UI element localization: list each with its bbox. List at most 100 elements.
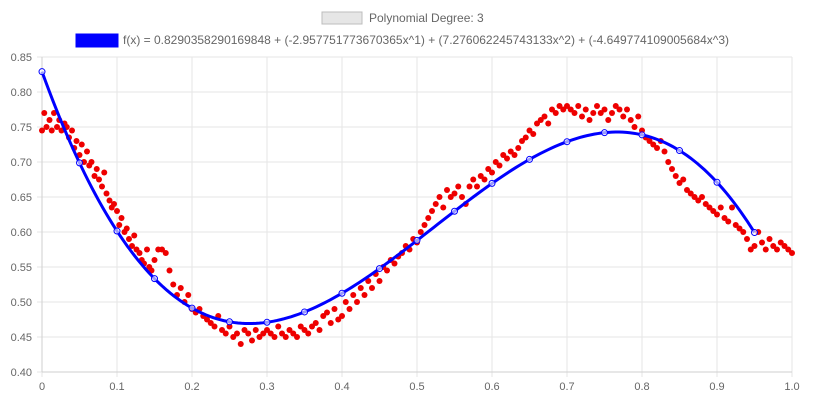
tick-labels: 0 0.1 0.2 0.3 0.4 0.5 0.6 0.7 0.8 0.9 1.0 0.40 0.45 0… [11,52,800,393]
data-point [207,320,214,326]
data-point [624,106,630,113]
y-tick-label: 0.45 [11,332,32,344]
fit-marker [338,289,346,297]
data-point [684,187,690,193]
data-point [249,337,255,344]
data-point [185,292,192,298]
fit-marker [751,229,758,237]
data-point [252,327,259,333]
fit-marker [638,131,646,139]
legend-label-degree: Polynomial Degree: 3 [369,11,484,25]
data-point [357,285,364,291]
data-point [612,103,619,109]
data-point [237,341,244,347]
data-point [676,180,683,186]
data-point [327,320,334,326]
data-point [470,176,477,183]
data-point [131,232,138,239]
data-point [294,334,300,340]
data-point [335,316,342,323]
y-tick-label: 0.40 [11,367,32,379]
fit-marker [263,318,271,326]
data-point [594,103,600,109]
data-point [579,113,585,120]
data-point [691,194,698,200]
data-point [106,197,113,204]
data-point [556,103,563,109]
fit-marker [151,275,158,283]
data-point [631,124,638,130]
data-point [762,246,769,253]
data-point [455,183,462,190]
data-point [654,145,660,151]
data-point [605,117,612,123]
data-point [260,330,267,337]
data-point [301,327,308,333]
data-point [234,330,240,337]
data-point [444,187,450,193]
data-point [267,330,274,337]
data-point [417,229,424,235]
legend: Polynomial Degree: 3 f(x) = 0.82903582901… [75,11,729,48]
fit-marker [451,207,458,215]
y-tick-label: 0.60 [11,227,32,239]
fit-marker [676,147,683,155]
data-point [54,124,60,130]
data-point [729,204,735,211]
data-point [552,110,559,116]
data-point [230,334,237,340]
data-point [69,127,75,134]
data-point [78,141,85,148]
data-point [785,246,792,253]
data-point [447,194,454,200]
data-point [680,176,687,183]
x-tick-label: 1.0 [784,381,799,393]
data-point [601,106,608,113]
data-point [777,239,784,246]
x-tick-label: 0.7 [559,381,574,393]
x-tick-label: 0.8 [634,381,649,393]
data-point [93,166,100,172]
data-point [661,148,668,155]
data-point [275,323,282,330]
data-point [725,218,732,225]
data-point [365,278,372,284]
data-point [170,281,177,288]
data-point [620,113,627,120]
data-point [99,183,105,190]
data-point [564,103,570,109]
data-point [346,306,353,312]
data-point [650,141,657,148]
data-point [39,127,45,134]
x-tick-label: 0.1 [109,381,124,393]
x-tick-label: 0.3 [259,381,274,393]
data-point [282,334,289,340]
legend-swatch-fit [75,33,119,48]
fit-marker [526,155,533,163]
data-point [609,110,615,116]
data-point [162,250,169,256]
data-point [732,222,739,228]
data-point [744,236,750,242]
fit-marker [563,138,571,146]
data-point [695,197,702,204]
data-point [73,138,80,144]
data-point [96,176,102,183]
data-point [103,190,110,197]
data-point [474,183,480,190]
data-point [545,120,552,127]
data-point [126,236,132,242]
data-point [519,138,525,144]
data-point [721,215,728,221]
axes [41,57,792,373]
data-point [616,106,623,113]
data-point [331,306,338,312]
fit-curve-group [38,68,758,326]
data-point [384,267,390,274]
data-point [687,190,694,197]
data-point [305,330,312,337]
x-tick-label: 0.4 [334,381,349,393]
fit-marker [38,68,46,76]
data-point [526,127,533,134]
